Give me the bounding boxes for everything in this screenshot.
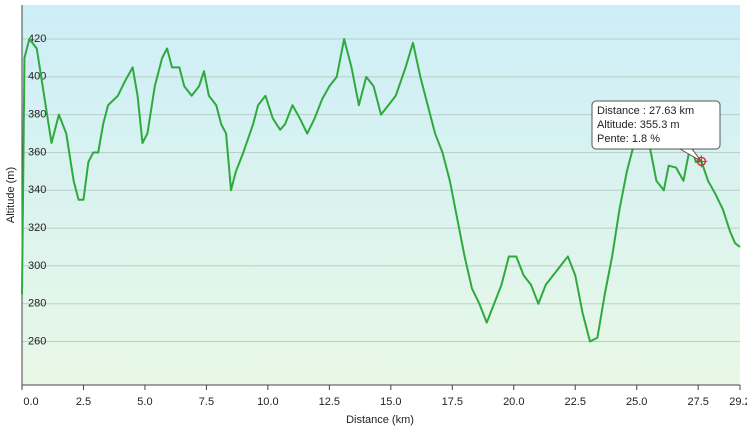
y-tick-label: 300 bbox=[28, 260, 46, 272]
tooltip-box bbox=[591, 100, 721, 150]
x-tick-label: 10.0 bbox=[257, 396, 278, 408]
x-tick-label: 27.5 bbox=[687, 396, 708, 408]
x-tick-label: 7.5 bbox=[199, 396, 214, 408]
y-tick-label: 420 bbox=[28, 33, 46, 45]
x-tick-label: 22.5 bbox=[565, 396, 586, 408]
y-tick-label: 340 bbox=[28, 184, 46, 196]
x-tick-label: 2.5 bbox=[76, 396, 91, 408]
y-tick-label: 380 bbox=[28, 109, 46, 121]
x-tick-label: 5.0 bbox=[137, 396, 152, 408]
elevation-line bbox=[21, 38, 741, 343]
x-tick-label: 29.2 bbox=[729, 396, 747, 408]
y-tick-label: 360 bbox=[28, 146, 46, 158]
tooltip-line: Altitude: 355.3 m bbox=[597, 119, 680, 131]
x-tick-label: 0.0 bbox=[23, 396, 38, 408]
y-tick-label: 280 bbox=[28, 298, 46, 310]
tooltip-line: Distance : 27.63 km bbox=[597, 105, 694, 117]
y-tick-label: 320 bbox=[28, 222, 46, 234]
position-marker bbox=[695, 155, 708, 168]
x-axis-label: Distance (km) bbox=[346, 414, 414, 426]
plot-area bbox=[22, 5, 740, 385]
tooltip-line: Pente: 1.8 % bbox=[597, 133, 660, 145]
y-axis-label: Altitude (m) bbox=[5, 167, 17, 223]
x-tick-label: 25.0 bbox=[626, 396, 647, 408]
x-tick-label: 15.0 bbox=[380, 396, 401, 408]
x-tick-label: 17.5 bbox=[442, 396, 463, 408]
y-tick-label: 260 bbox=[28, 335, 46, 347]
x-tick-label: 20.0 bbox=[503, 396, 524, 408]
y-tick-label: 400 bbox=[28, 71, 46, 83]
x-tick-label: 12.5 bbox=[319, 396, 340, 408]
